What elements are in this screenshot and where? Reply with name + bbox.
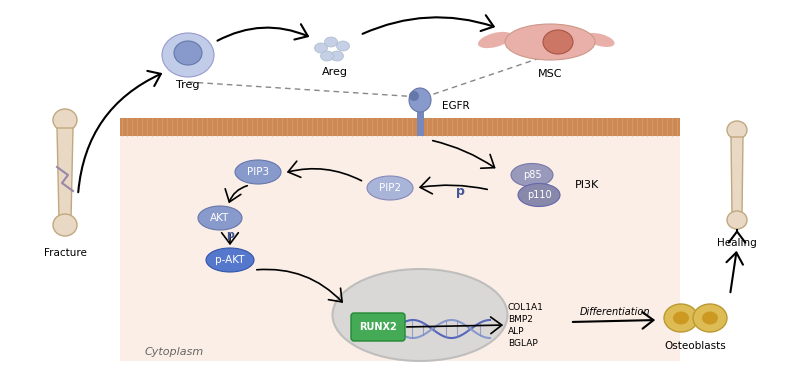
- Ellipse shape: [702, 311, 718, 325]
- Text: Cytoplasm: Cytoplasm: [145, 347, 204, 357]
- Ellipse shape: [198, 206, 242, 230]
- Ellipse shape: [673, 311, 689, 325]
- Text: BMP2: BMP2: [508, 314, 533, 323]
- Polygon shape: [731, 137, 743, 215]
- Text: p-AKT: p-AKT: [215, 255, 245, 265]
- Text: p110: p110: [526, 190, 551, 200]
- Polygon shape: [57, 128, 73, 220]
- Ellipse shape: [206, 248, 254, 272]
- Text: RUNX2: RUNX2: [359, 322, 397, 332]
- Ellipse shape: [330, 51, 343, 61]
- Text: COL1A1: COL1A1: [508, 303, 544, 311]
- Text: ALP: ALP: [508, 326, 525, 335]
- Ellipse shape: [586, 33, 614, 47]
- Ellipse shape: [511, 163, 553, 186]
- Ellipse shape: [409, 88, 431, 112]
- Bar: [417, 96, 423, 136]
- Ellipse shape: [409, 91, 419, 101]
- Ellipse shape: [478, 32, 512, 48]
- Text: PIP2: PIP2: [379, 183, 401, 193]
- Ellipse shape: [727, 121, 747, 139]
- Bar: [120, 118, 680, 361]
- Text: p: p: [455, 185, 465, 198]
- Text: BGLAP: BGLAP: [508, 339, 538, 348]
- Text: PIP3: PIP3: [247, 167, 269, 177]
- Ellipse shape: [518, 184, 560, 207]
- Ellipse shape: [727, 211, 747, 229]
- Text: AKT: AKT: [210, 213, 230, 223]
- Text: p85: p85: [522, 170, 542, 180]
- Bar: [120, 118, 680, 136]
- Ellipse shape: [53, 214, 77, 236]
- Ellipse shape: [325, 37, 338, 47]
- Text: EGFR: EGFR: [442, 101, 470, 111]
- Text: Areg: Areg: [322, 67, 348, 77]
- Text: Healing: Healing: [717, 238, 757, 248]
- Ellipse shape: [321, 51, 334, 61]
- Ellipse shape: [162, 33, 214, 77]
- Ellipse shape: [314, 43, 327, 53]
- Text: MSC: MSC: [538, 69, 562, 79]
- Text: Differentiation: Differentiation: [580, 307, 650, 317]
- Ellipse shape: [333, 269, 507, 361]
- Ellipse shape: [693, 304, 727, 332]
- Ellipse shape: [53, 109, 77, 131]
- Ellipse shape: [174, 41, 202, 65]
- Text: p: p: [226, 230, 234, 240]
- Ellipse shape: [543, 30, 573, 54]
- Text: Osteoblasts: Osteoblasts: [664, 341, 726, 351]
- Text: Fracture: Fracture: [43, 248, 86, 258]
- Ellipse shape: [367, 176, 413, 200]
- Ellipse shape: [664, 304, 698, 332]
- Ellipse shape: [235, 160, 281, 184]
- FancyBboxPatch shape: [351, 313, 405, 341]
- Ellipse shape: [505, 24, 595, 60]
- Text: PI3K: PI3K: [575, 180, 599, 190]
- Text: Treg: Treg: [176, 80, 200, 90]
- Ellipse shape: [337, 41, 350, 51]
